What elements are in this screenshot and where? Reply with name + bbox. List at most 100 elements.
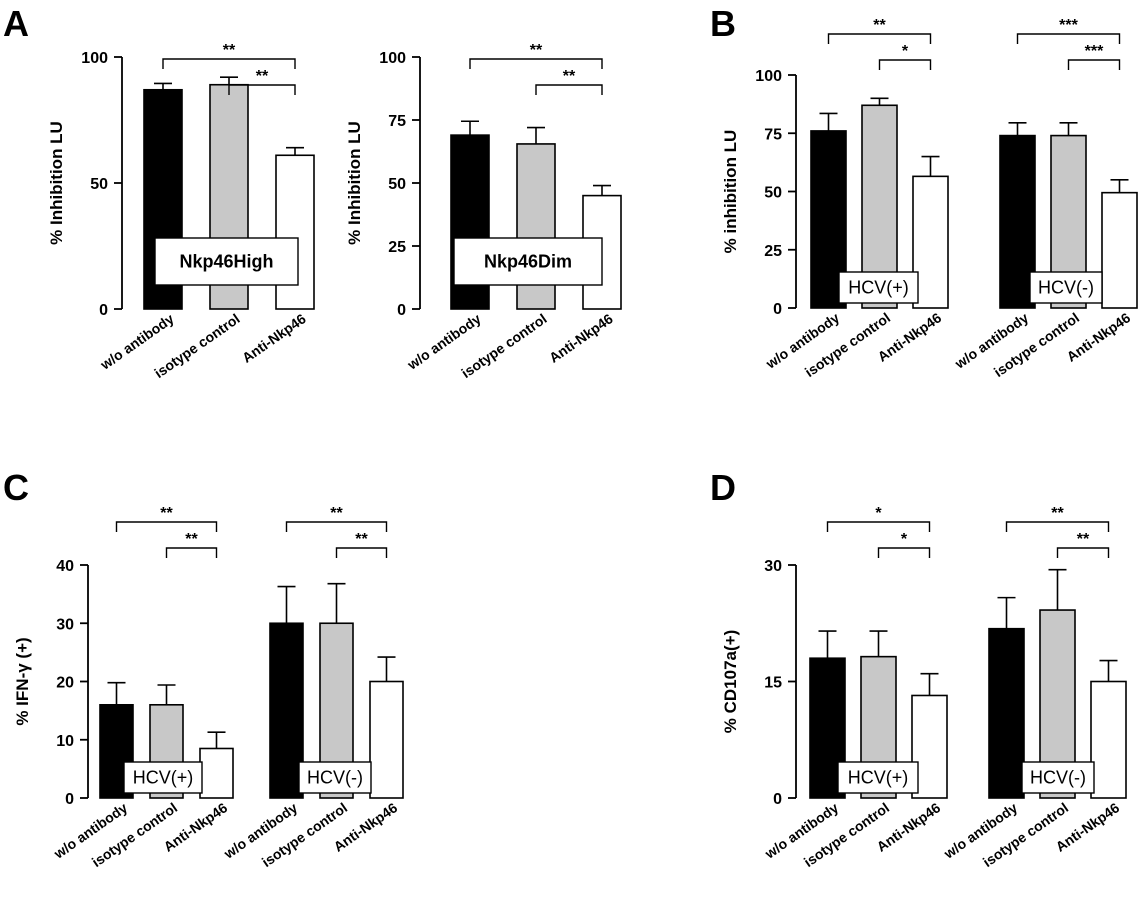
group-label: HCV(-) — [1030, 768, 1086, 788]
group-label-box — [453, 237, 603, 286]
significance-label: ** — [1077, 531, 1090, 548]
panel-letter-c: C — [3, 467, 29, 508]
y-axis-label: % CD107a(+) — [721, 630, 740, 733]
significance-label: ** — [563, 68, 576, 85]
bar — [1101, 191, 1138, 309]
y-tick-label: 0 — [99, 302, 108, 319]
significance-label: ** — [223, 42, 236, 59]
x-tick-label: Anti-Nkp46 — [546, 310, 616, 366]
significance-bracket — [1056, 547, 1110, 558]
y-tick-label: 0 — [773, 791, 782, 808]
panel-letter-b: B — [710, 3, 736, 44]
bar — [1090, 680, 1127, 799]
y-axis-label: % Inhibition LU — [47, 121, 66, 245]
significance-label: ** — [256, 68, 269, 85]
group-label: Nkp46Dim — [484, 252, 572, 272]
significance-label: ** — [160, 505, 173, 522]
bar — [269, 622, 304, 799]
x-tick-label: isotype control — [259, 799, 350, 870]
y-tick-label: 30 — [764, 558, 782, 575]
bar — [911, 694, 948, 799]
bar — [199, 747, 234, 799]
x-tick-label: isotype control — [991, 309, 1082, 380]
group-label: HCV(+) — [133, 768, 194, 788]
significance-label: *** — [1059, 17, 1078, 34]
significance-label: ** — [330, 505, 343, 522]
significance-label: * — [902, 43, 909, 60]
panel-letter-d: D — [710, 467, 736, 508]
group-label-box — [1029, 271, 1103, 304]
significance-label: ** — [355, 531, 368, 548]
significance-bracket — [1005, 521, 1110, 532]
y-tick-label: 50 — [764, 185, 782, 202]
group-label: HCV(-) — [307, 768, 363, 788]
y-tick-label: 10 — [56, 733, 74, 750]
y-tick-label: 15 — [764, 675, 782, 692]
group-label-box — [123, 761, 203, 794]
group-label: HCV(+) — [848, 768, 909, 788]
significance-bracket — [1067, 59, 1121, 70]
y-tick-label: 25 — [764, 243, 782, 260]
significance-bracket — [165, 547, 218, 558]
bar — [988, 627, 1025, 799]
significance-bracket — [878, 59, 932, 70]
y-tick-label: 75 — [388, 113, 406, 130]
significance-bracket — [535, 84, 603, 95]
y-tick-label: 100 — [81, 50, 108, 67]
x-tick-label: isotype control — [980, 799, 1071, 870]
y-tick-label: 30 — [56, 616, 74, 633]
y-tick-label: 0 — [65, 791, 74, 808]
significance-bracket — [285, 521, 388, 532]
group-label-box — [154, 237, 299, 286]
x-tick-label: isotype control — [802, 309, 893, 380]
y-tick-label: 0 — [773, 301, 782, 318]
significance-label: ** — [873, 17, 886, 34]
group-label: Nkp46High — [179, 252, 273, 272]
significance-bracket — [115, 521, 218, 532]
x-tick-label: isotype control — [801, 799, 892, 870]
significance-label: *** — [1085, 43, 1104, 60]
group-label: HCV(+) — [848, 278, 909, 298]
group-label-box — [298, 761, 372, 794]
significance-label: ** — [185, 531, 198, 548]
significance-bracket — [877, 547, 931, 558]
significance-label: ** — [530, 42, 543, 59]
y-axis-label: % inhibition LU — [721, 130, 740, 254]
y-tick-label: 40 — [56, 558, 74, 575]
significance-bracket — [826, 521, 931, 532]
y-axis-label: % IFN-γ (+) — [13, 637, 32, 725]
bar — [999, 134, 1036, 309]
significance-bracket — [827, 33, 932, 44]
group-label: HCV(-) — [1038, 278, 1094, 298]
bar — [369, 680, 404, 799]
bar — [912, 175, 949, 309]
significance-label: ** — [1051, 505, 1064, 522]
y-axis-label: % Inhibition LU — [345, 121, 364, 245]
significance-bracket — [228, 84, 296, 95]
y-tick-label: 20 — [56, 675, 74, 692]
y-tick-label: 0 — [397, 302, 406, 319]
significance-label: * — [901, 531, 908, 548]
significance-bracket — [469, 58, 603, 69]
significance-bracket — [162, 58, 296, 69]
significance-label: * — [875, 505, 882, 522]
y-tick-label: 100 — [379, 50, 406, 67]
significance-bracket — [335, 547, 388, 558]
y-tick-label: 100 — [755, 68, 782, 85]
x-tick-label: isotype control — [89, 799, 180, 870]
y-tick-label: 25 — [388, 239, 406, 256]
group-label-box — [837, 761, 919, 794]
bar — [275, 154, 315, 310]
y-tick-label: 50 — [90, 176, 108, 193]
group-label-box — [838, 271, 919, 304]
panel-letter-a: A — [3, 3, 29, 44]
y-tick-label: 50 — [388, 176, 406, 193]
y-tick-label: 75 — [764, 126, 782, 143]
